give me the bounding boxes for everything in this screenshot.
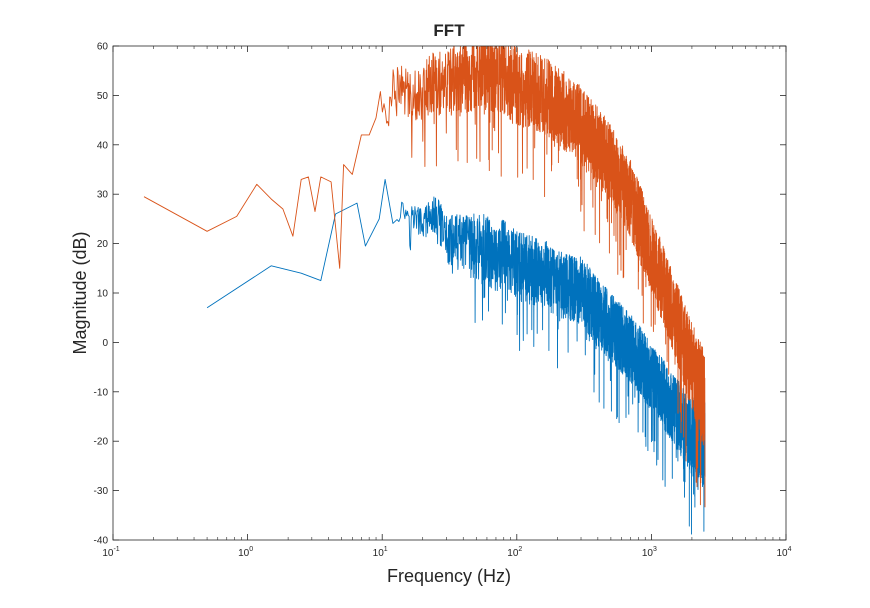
x-axis: 10-1 100 101 102 103 104 [102,46,792,559]
series-line-2 [143,46,706,508]
y-tick-label: 50 [97,91,109,102]
y-tick-label: -10 [94,387,109,398]
y-tick-label: 20 [97,239,109,250]
x-tick-label: 101 [373,546,388,559]
x-tick-label: 103 [642,546,657,559]
y-tick-label: 60 [97,42,109,53]
y-tick-label: 0 [102,338,108,349]
y-tick-label: 10 [97,289,109,300]
x-tick-label: 104 [776,546,791,559]
x-axis-label: Frequency (Hz) [387,566,511,586]
series-line-1 [206,178,706,535]
y-tick-label: 40 [97,140,109,151]
x-tick-label: 102 [507,546,522,559]
y-tick-label: -20 [94,437,109,448]
y-tick-label: -40 [94,536,109,547]
y-tick-label: -30 [94,486,109,497]
y-tick-label: 30 [97,190,109,201]
y-axis-label: Magnitude (dB) [70,231,90,354]
series-layer [143,46,706,535]
x-tick-label: 100 [238,546,253,559]
chart-title: FFT [433,21,465,40]
y-axis: 60 50 40 30 20 10 0 -10 -20 -30 -40 [94,42,786,547]
x-tick-label: 10-1 [102,546,119,559]
